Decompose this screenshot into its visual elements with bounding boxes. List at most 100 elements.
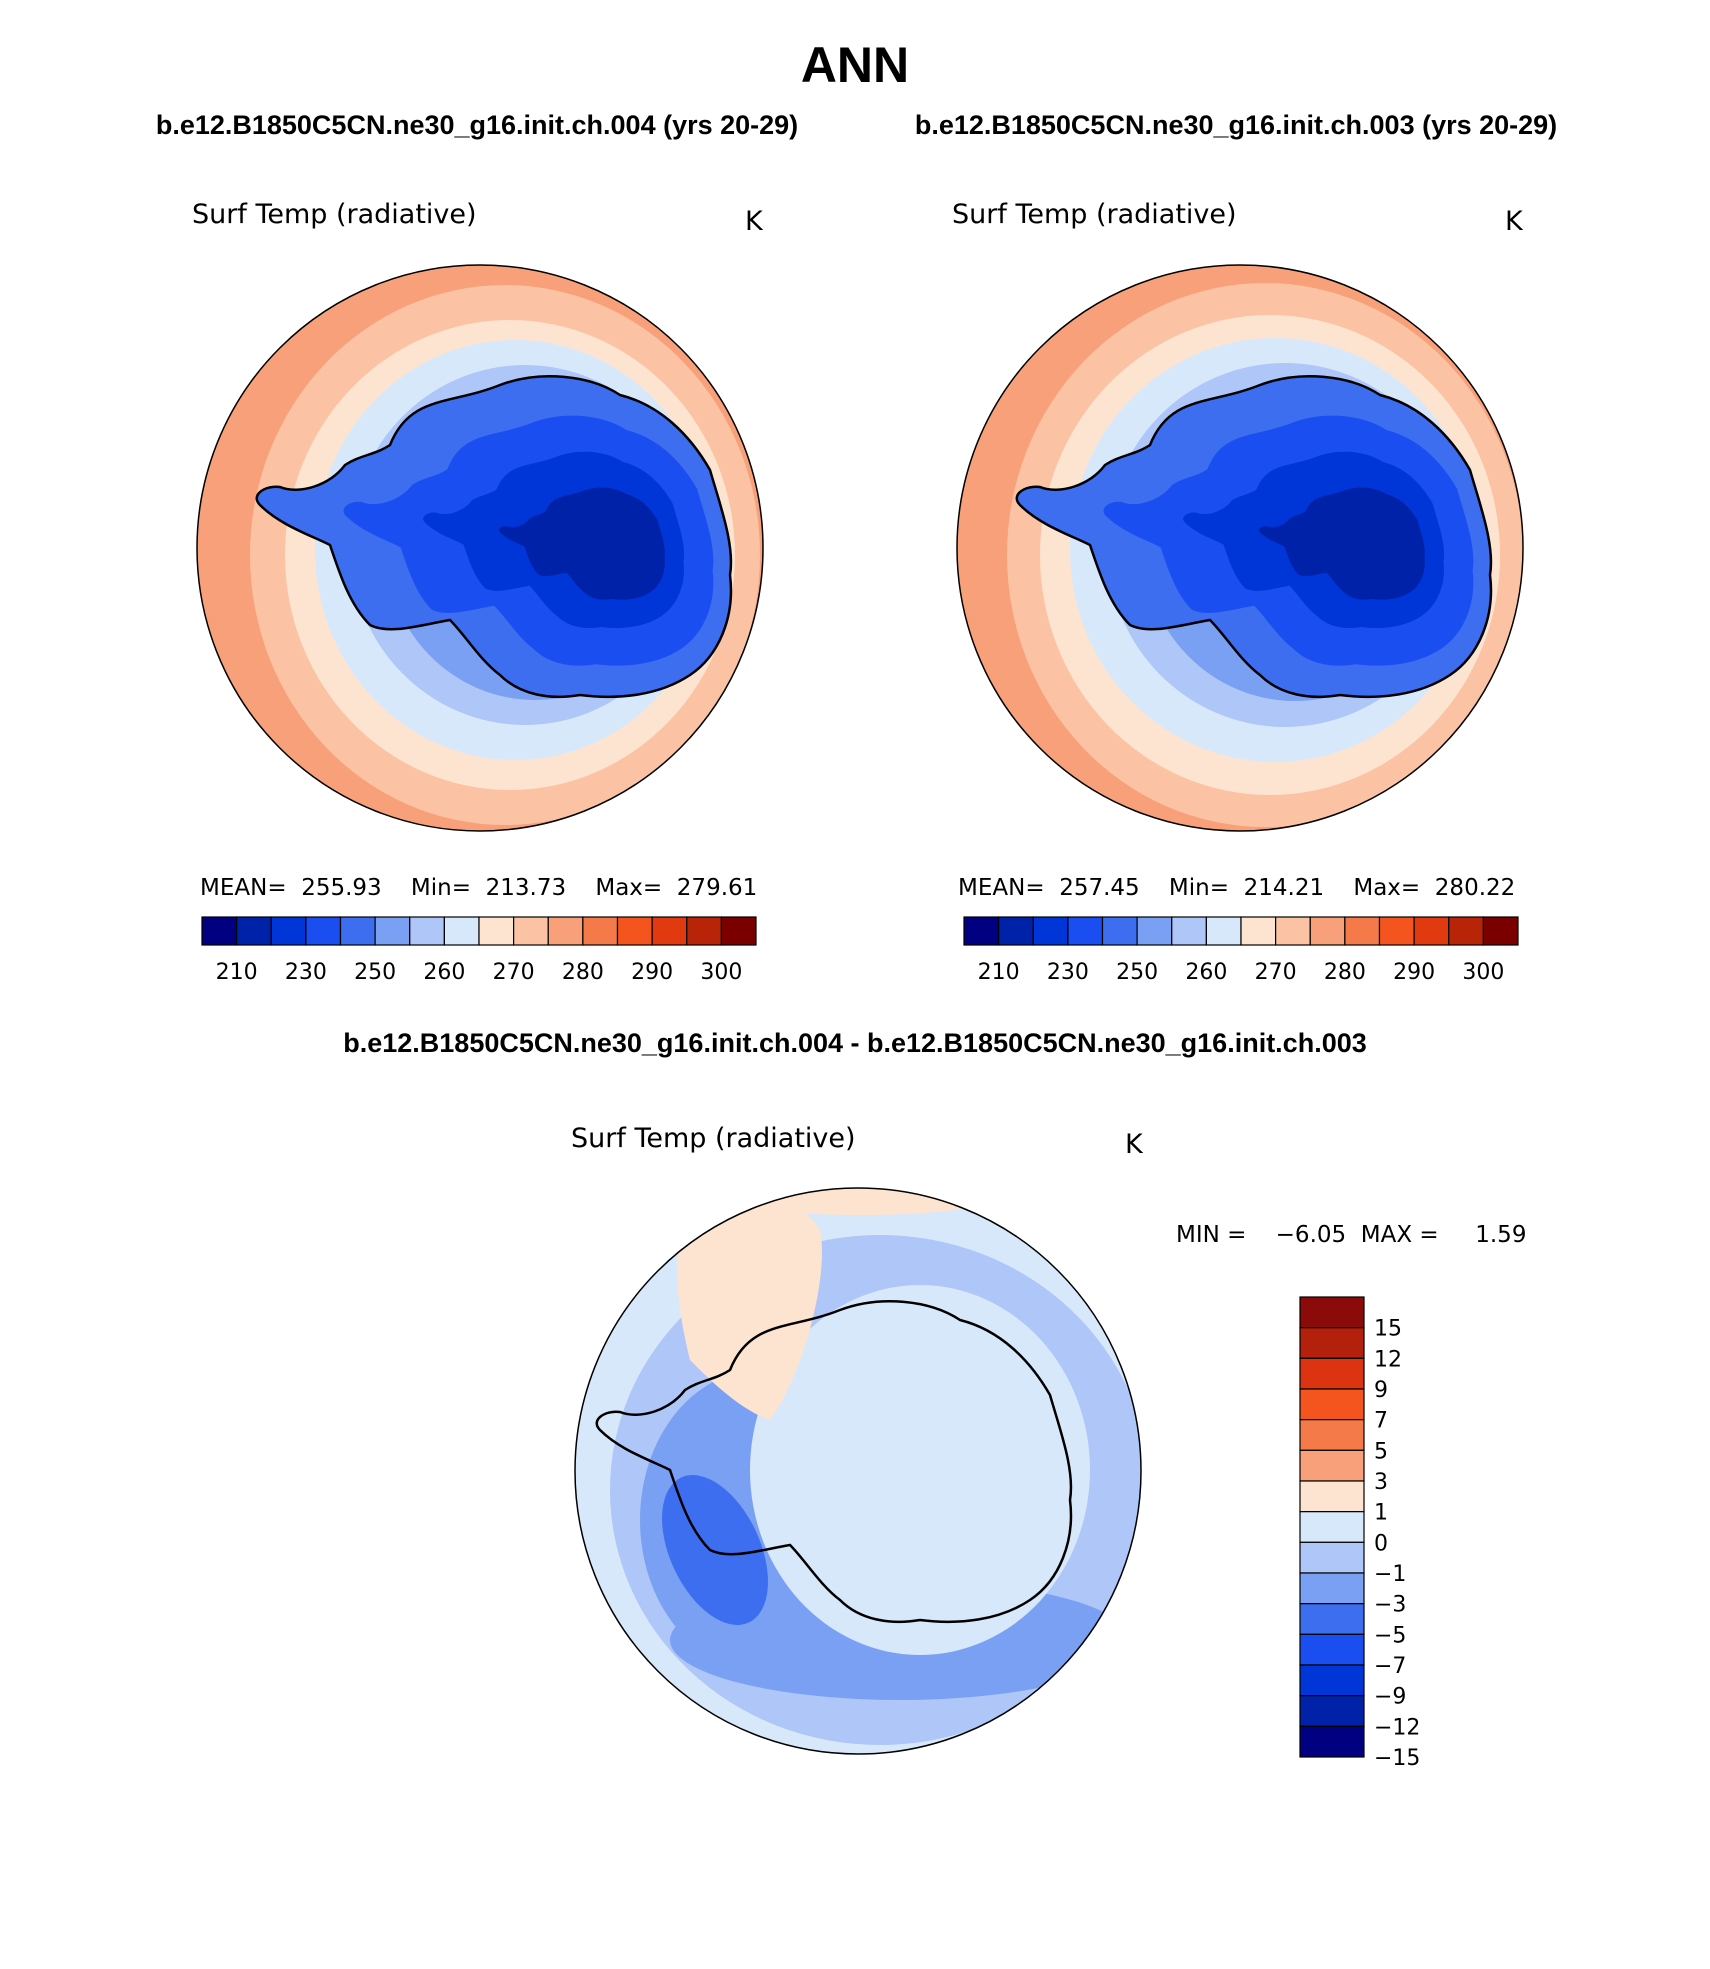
diff-colorbar-box	[1299, 1388, 1365, 1421]
case2-colorbar-ticks: 210 230 250 260 270 280 290 300	[978, 960, 1505, 985]
case1-colorbar-tick-label: 250	[354, 960, 396, 985]
diff-colorbar-tick-label: 5	[1374, 1439, 1388, 1464]
case1-colorbar-box	[478, 916, 515, 946]
diff-colorbar-box	[1299, 1480, 1365, 1513]
diff-colorbar-box	[1299, 1572, 1365, 1605]
case1-colorbar-box	[236, 916, 272, 946]
diff-polar-map	[575, 1188, 1141, 1754]
diff-colorbar-box	[1299, 1449, 1365, 1482]
case2-colorbar-box	[1136, 916, 1173, 946]
case1-colorbar-box	[339, 916, 376, 946]
diff-colorbar-tick-label: 3	[1374, 1470, 1388, 1495]
case1-stats: MEAN= 255.93 Min= 213.73 Max= 279.61	[200, 875, 757, 901]
case2-colorbar-box	[1205, 916, 1242, 946]
diff-colorbar-box	[1299, 1296, 1365, 1329]
diff-header: b.e12.B1850C5CN.ne30_g16.init.ch.004 - b…	[343, 1028, 1367, 1058]
case1-colorbar-ticks: 210 230 250 260 270 280 290 300	[216, 960, 743, 985]
case2-colorbar-box	[1067, 916, 1104, 946]
case2-map-border	[956, 264, 1524, 832]
case2-colorbar-box	[1413, 916, 1450, 946]
case1-colorbar-box	[443, 916, 480, 946]
diff-colorbar-tick-label: 9	[1374, 1378, 1388, 1403]
diff-colorbar-box	[1299, 1419, 1365, 1451]
diff-colorbar-box	[1299, 1541, 1365, 1574]
diff-colorbar-tick-label: −7	[1374, 1654, 1406, 1679]
diff-colorbar-box	[1299, 1357, 1365, 1390]
diff-variable-label: Surf Temp (radiative)	[571, 1123, 856, 1154]
case2-colorbar-tick-label: 230	[1047, 960, 1089, 985]
case1-colorbar-box	[305, 916, 342, 946]
case2-colorbar-tick-label: 250	[1116, 960, 1158, 985]
diff-colorbar-tick-label: −15	[1374, 1746, 1420, 1771]
diff-colorbar-ticks: 15 12 9 7 5 3 1 0 −1 −3 −5 −7 −9 −12 −15	[1374, 1317, 1420, 1771]
diff-stats: MIN = −6.05 MAX = 1.59	[1176, 1222, 1526, 1248]
case2-colorbar	[963, 916, 1519, 946]
case2-stats: MEAN= 257.45 Min= 214.21 Max= 280.22	[958, 875, 1515, 901]
case2-colorbar-tick-label: 300	[1462, 960, 1504, 985]
diff-colorbar-tick-label: −12	[1374, 1715, 1420, 1740]
case2-colorbar-box	[1448, 916, 1484, 946]
diff-colorbar-tick-label: 12	[1374, 1347, 1402, 1372]
case2-variable-label: Surf Temp (radiative)	[952, 199, 1237, 230]
case2-colorbar-box	[1309, 916, 1346, 946]
case2-colorbar-box	[1032, 916, 1069, 946]
case1-colorbar-tick-label: 260	[423, 960, 465, 985]
case2-colorbar-box	[1378, 916, 1415, 946]
case2-units-label: K	[1505, 206, 1524, 237]
diff-fill-continent	[750, 1285, 1090, 1655]
diff-colorbar-box	[1299, 1511, 1365, 1543]
case1-colorbar-tick-label: 290	[631, 960, 673, 985]
case2-colorbar-box	[1171, 916, 1207, 946]
diff-map-border	[574, 1187, 1142, 1755]
case2-colorbar-box	[1482, 916, 1519, 946]
case1-panel: Surf Temp (radiative) K MEAN= 255.93 Min…	[192, 199, 764, 985]
case1-colorbar-tick-label: 270	[493, 960, 535, 985]
diff-colorbar-tick-label: 15	[1374, 1317, 1402, 1342]
season-title: ANN	[801, 37, 909, 93]
case2-colorbar-box	[1344, 916, 1381, 946]
diff-colorbar-box	[1299, 1664, 1365, 1697]
case2-colorbar-box	[1240, 916, 1277, 946]
case2-panel: Surf Temp (radiative) K MEAN= 257.45 Min…	[952, 199, 1524, 985]
diff-panel: Surf Temp (radiative) K MIN = −6.05 MAX …	[571, 1123, 1526, 1771]
case1-colorbar-box	[201, 916, 238, 946]
case1-colorbar-box	[720, 916, 757, 946]
case2-colorbar-box	[1101, 916, 1138, 946]
case2-colorbar-tick-label: 270	[1255, 960, 1297, 985]
case1-colorbar-box	[409, 916, 445, 946]
case2-colorbar-tick-label: 210	[978, 960, 1020, 985]
case1-colorbar-tick-label: 300	[700, 960, 742, 985]
case1-colorbar	[201, 916, 757, 946]
diff-fill-peninsula-pos	[676, 1195, 822, 1420]
case1-variable-label: Surf Temp (radiative)	[192, 199, 477, 230]
diff-colorbar-box	[1299, 1725, 1365, 1758]
case2-colorbar-box	[963, 916, 1000, 946]
case1-colorbar-box	[686, 916, 722, 946]
diff-fill-neg5	[662, 1475, 768, 1625]
case2-colorbar-tick-label: 280	[1324, 960, 1366, 985]
case1-units-label: K	[745, 206, 764, 237]
diff-colorbar-box	[1299, 1695, 1365, 1727]
diff-colorbar-tick-label: −9	[1374, 1685, 1406, 1710]
case1-map-border	[196, 264, 764, 832]
case2-colorbar-box	[998, 916, 1034, 946]
diff-colorbar-box	[1299, 1603, 1365, 1635]
diff-colorbar-box	[1299, 1327, 1365, 1359]
diff-colorbar-tick-label: −5	[1374, 1623, 1406, 1648]
case1-colorbar-box	[547, 916, 584, 946]
case1-polar-map	[197, 265, 763, 831]
case1-colorbar-box	[374, 916, 411, 946]
diff-colorbar-tick-label: −3	[1374, 1593, 1406, 1618]
case1-colorbar-box	[582, 916, 619, 946]
case1-colorbar-box	[270, 916, 307, 946]
case1-colorbar-tick-label: 230	[285, 960, 327, 985]
case1-colorbar-box	[651, 916, 688, 946]
diff-fill-north-pos	[710, 1188, 1010, 1215]
case1-colorbar-tick-label: 280	[562, 960, 604, 985]
case2-colorbar-tick-label: 260	[1185, 960, 1227, 985]
case1-colorbar-box	[616, 916, 653, 946]
diff-colorbar	[1299, 1296, 1365, 1758]
diff-colorbar-tick-label: 7	[1374, 1409, 1388, 1434]
case1-colorbar-tick-label: 210	[216, 960, 258, 985]
